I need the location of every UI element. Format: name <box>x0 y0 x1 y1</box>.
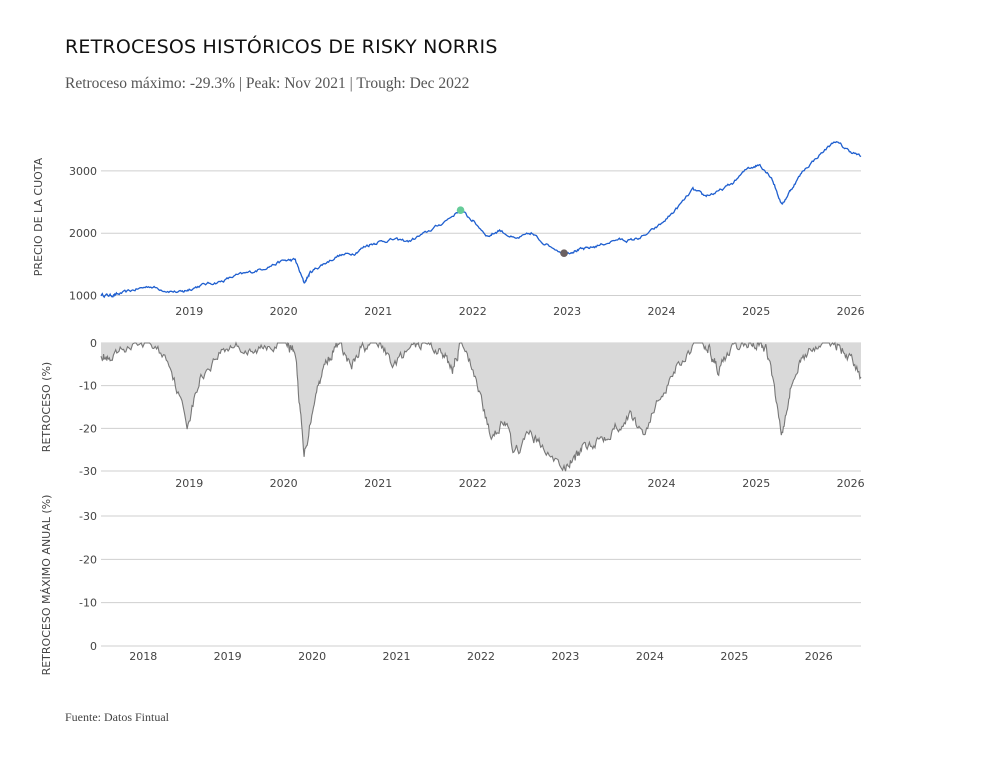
x-tick-label: 2024 <box>636 650 664 663</box>
x-tick-label: 2026 <box>837 305 865 318</box>
x-tick-label: 2022 <box>459 477 487 490</box>
x-tick-label: 2020 <box>270 305 298 318</box>
y-tick-label: 3000 <box>69 165 97 178</box>
x-tick-label: 2026 <box>837 477 865 490</box>
x-tick-label: 2019 <box>175 305 203 318</box>
y-tick-label: 0 <box>90 337 97 350</box>
y-tick-label: -20 <box>79 422 97 435</box>
x-tick-label: 2024 <box>648 477 676 490</box>
x-tick-label: 2021 <box>364 305 392 318</box>
price-panel: 1000 2000 3000 2019 2020 2021 2022 2023 2024 2025… <box>32 140 865 318</box>
x-tick-label: 2022 <box>467 650 495 663</box>
y-axis-title: PRECIO DE LA CUOTA <box>32 157 45 276</box>
price-series-line <box>100 140 862 299</box>
x-tick-label: 2023 <box>553 305 581 318</box>
x-tick-label: 2018 <box>129 650 157 663</box>
x-tick-label: 2025 <box>720 650 748 663</box>
peak-marker <box>456 206 465 214</box>
x-tick-label: 2023 <box>553 477 581 490</box>
source-note: Fuente: Datos Fintual <box>65 710 169 724</box>
drawdown-panel: 0 -10 -20 -30 2019 2020 2021 2022 2023 2024 2025 20… <box>40 337 865 490</box>
trough-marker <box>560 249 568 257</box>
y-tick-label: -20 <box>79 553 97 566</box>
y-tick-label: 2000 <box>69 227 97 240</box>
x-tick-label: 2025 <box>742 477 770 490</box>
x-tick-label: 2021 <box>364 477 392 490</box>
y-tick-label: -30 <box>79 465 97 478</box>
x-tick-label: 2023 <box>551 650 579 663</box>
y-tick-label: -10 <box>79 597 97 610</box>
chart-title: RETROCESOS HISTÓRICOS DE RISKY NORRIS <box>65 36 498 58</box>
x-tick-label: 2020 <box>270 477 298 490</box>
x-tick-label: 2021 <box>383 650 411 663</box>
x-tick-label: 2025 <box>742 305 770 318</box>
x-tick-label: 2026 <box>805 650 833 663</box>
y-tick-label: -10 <box>79 380 97 393</box>
x-tick-label: 2020 <box>298 650 326 663</box>
x-tick-label: 2022 <box>459 305 487 318</box>
drawdown-series-line <box>100 341 862 472</box>
y-axis-title: RETROCESO MÁXIMO ANUAL (%) <box>40 495 53 676</box>
x-tick-label: 2019 <box>175 477 203 490</box>
y-tick-label: 1000 <box>69 290 97 303</box>
y-tick-label: 0 <box>90 640 97 653</box>
x-tick-label: 2024 <box>648 305 676 318</box>
drawdown-area <box>101 343 861 472</box>
y-axis-title: RETROCESO (%) <box>40 362 53 452</box>
chart-subtitle: Retroceso máximo: -29.3% | Peak: Nov 202… <box>65 75 470 92</box>
annual-bar-panel: 0 -10 -20 -30 RETROCESO MÁXIMO ANUAL (%) 2018… <box>40 495 861 676</box>
x-tick-label: 2019 <box>214 650 242 663</box>
y-tick-label: -30 <box>79 510 97 523</box>
